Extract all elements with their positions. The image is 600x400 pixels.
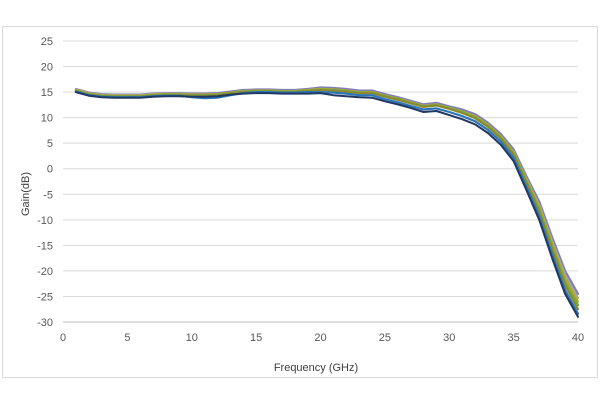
x-tick-label: 30 <box>443 332 455 344</box>
x-tick-label: 20 <box>314 332 326 344</box>
gain-vs-frequency-chart: 25 20 15 10 5 0 -5 -10 -15 -20 -25 -30 0 5 10 15 20 25 30… <box>20 36 584 374</box>
y-tick-label: -10 <box>37 215 53 227</box>
y-tick-label: -15 <box>37 240 53 252</box>
y-tick-label: -5 <box>43 189 53 201</box>
x-tick-label: 5 <box>124 332 130 344</box>
y-tick-label: -25 <box>37 291 53 303</box>
series-line-4 <box>74 88 580 307</box>
x-axis-title: Frequency (GHz) <box>274 362 358 374</box>
x-tick-label: 40 <box>572 332 584 344</box>
y-tick-label: -30 <box>37 317 53 329</box>
x-tick-label: 0 <box>60 332 66 344</box>
x-tick-label: 35 <box>508 332 520 344</box>
y-tick-label: 15 <box>41 87 53 99</box>
series-line-7 <box>74 91 579 318</box>
gridlines <box>63 40 578 323</box>
series-line-5 <box>74 88 580 311</box>
series-layer <box>74 86 580 318</box>
series-line-3 <box>74 87 580 303</box>
x-tick-label: 25 <box>379 332 391 344</box>
y-tick-label: 25 <box>41 36 53 48</box>
y-axis-title: Gain(dB) <box>20 172 32 216</box>
y-tick-label: 20 <box>41 62 53 74</box>
chart-frame: 25 20 15 10 5 0 -5 -10 -15 -20 -25 -30 0 5 10 15 20 25 30… <box>2 26 598 378</box>
x-tick-label: 10 <box>186 332 198 344</box>
x-tick-label: 15 <box>250 332 262 344</box>
y-tick-label: 5 <box>47 138 53 150</box>
y-tick-label: -20 <box>37 266 53 278</box>
x-tick-labels: 0 5 10 15 20 25 30 35 40 <box>60 332 584 344</box>
series-line-2 <box>74 87 580 300</box>
y-tick-label: 10 <box>41 113 53 125</box>
series-line-6 <box>74 90 580 315</box>
y-tick-labels: 25 20 15 10 5 0 -5 -10 -15 -20 -25 -30 <box>37 36 53 329</box>
series-line-1 <box>74 86 580 295</box>
y-tick-label: 0 <box>47 164 53 176</box>
